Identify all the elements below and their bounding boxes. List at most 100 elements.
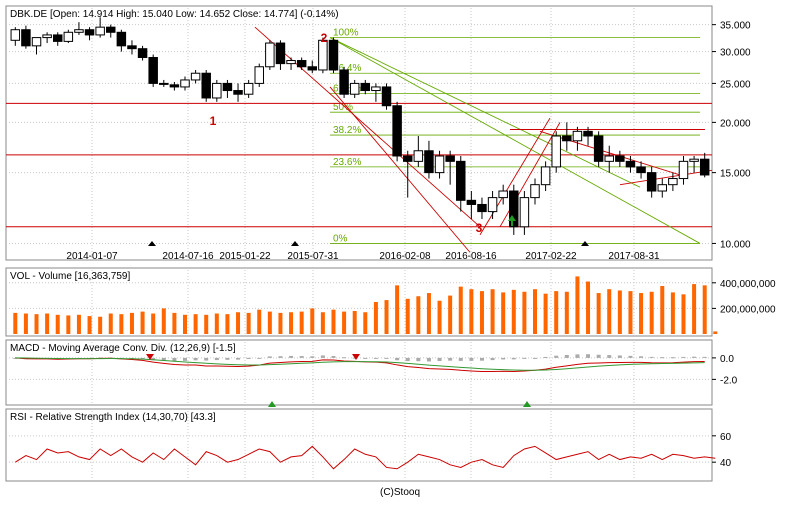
candle-body	[477, 203, 487, 213]
green-fan-line	[329, 37, 641, 188]
volume-bar	[426, 293, 431, 334]
volume-bar	[119, 314, 124, 334]
volume-bar	[564, 291, 569, 334]
macd-histogram-bar	[501, 357, 506, 360]
volume-bar	[713, 331, 718, 334]
volume-bar	[575, 276, 580, 334]
date-tick-label: 2017-02-22	[525, 251, 577, 262]
volume-bar	[373, 302, 378, 334]
volume-bar	[639, 293, 644, 334]
volume-tick-label: 200,000,000	[720, 304, 776, 315]
candle-body	[349, 82, 360, 95]
candle-body	[339, 69, 349, 95]
candle-body	[10, 29, 21, 41]
candle-body	[456, 160, 466, 201]
volume-bar	[161, 308, 166, 334]
candle-body	[360, 82, 371, 92]
candle-body	[593, 135, 604, 162]
candle-body	[243, 82, 254, 95]
date-tick-label: 2014-07-16	[162, 251, 214, 262]
volume-panel	[5, 267, 713, 337]
price-tick-label: 35.000	[720, 21, 751, 32]
macd-histogram-bar	[204, 357, 209, 361]
volume-bar	[479, 291, 484, 334]
volume-bar	[458, 286, 463, 334]
candle-body	[572, 130, 583, 142]
candle-body	[466, 199, 477, 205]
volume-bar	[45, 313, 50, 334]
volume-bar	[554, 291, 559, 334]
macd-histogram-bar	[257, 357, 262, 359]
candle-body	[551, 135, 561, 168]
volume-bar	[257, 309, 262, 334]
rsi-line	[15, 445, 716, 470]
macd-histogram-bar	[225, 357, 230, 360]
candle-body	[668, 178, 678, 186]
rsi-tick-label: 60	[720, 432, 732, 443]
macd-histogram-bar	[575, 354, 580, 358]
candle-body	[519, 197, 530, 228]
volume-bar	[596, 293, 601, 334]
volume-bar	[278, 312, 283, 334]
volume-bar	[363, 312, 368, 334]
volume-bar	[511, 289, 516, 334]
fib-label: 38.2%	[333, 125, 361, 136]
candle-body	[625, 160, 636, 168]
volume-bar	[533, 289, 537, 334]
candle-body	[296, 60, 307, 68]
date-tick-label: 2016-02-08	[379, 251, 431, 262]
macd-histogram-bar	[649, 356, 654, 358]
macd-histogram-bar	[299, 356, 304, 358]
date-tick-label: 2015-07-31	[287, 251, 339, 262]
candle-body	[413, 150, 424, 162]
volume-bar	[214, 313, 219, 334]
candle-body	[509, 190, 519, 228]
volume-bar	[129, 312, 134, 334]
fib-label: 76.4%	[333, 63, 361, 74]
volume-bar	[670, 292, 675, 334]
candle-body	[159, 82, 169, 85]
candle-body	[583, 130, 593, 137]
volume-bar	[76, 314, 81, 334]
candle-body	[604, 155, 614, 162]
volume-bar	[522, 291, 527, 334]
candle-body	[180, 79, 190, 88]
date-tick-label: 2017-08-31	[608, 251, 660, 262]
volume-bar	[437, 300, 442, 334]
date-tick-label: 2016-08-16	[445, 251, 497, 262]
macd-histogram-bar	[140, 357, 145, 360]
candle-body	[286, 60, 296, 65]
macd-tick-label: 0.0	[720, 354, 734, 365]
volume-bar	[140, 311, 145, 334]
down-channel-lower	[329, 86, 471, 253]
price-panel	[5, 5, 713, 261]
volume-bar	[320, 312, 325, 334]
candle-body	[148, 56, 158, 84]
macd-histogram-bar	[617, 355, 622, 358]
candle-body	[95, 26, 105, 36]
event-marker-icon	[581, 241, 589, 246]
buy-signal-icon	[523, 401, 531, 407]
macd-histogram-bar	[479, 357, 484, 361]
macd-histogram-bar	[681, 356, 686, 358]
macd-histogram-bar	[533, 357, 537, 359]
event-marker-icon	[148, 241, 156, 246]
volume-bar	[490, 289, 495, 334]
price-header: DBK.DE [Open: 14.914 High: 15.040 Low: 1…	[10, 9, 339, 20]
wave-label: 2	[321, 31, 328, 45]
candle-body	[63, 31, 74, 42]
volume-bar	[586, 281, 591, 334]
macd-panel	[5, 339, 713, 406]
macd-histogram-bar	[692, 356, 697, 358]
volume-bar	[299, 311, 304, 334]
price-tick-label: 15.000	[720, 169, 751, 180]
volume-bar	[34, 314, 39, 334]
wave-label: 3	[476, 221, 483, 235]
macd-histogram-bar	[586, 354, 591, 358]
volume-header: VOL - Volume [16,363,759]	[10, 271, 130, 282]
fib-label: 100%	[333, 28, 359, 39]
candle-body	[699, 158, 710, 176]
candle-body	[84, 29, 95, 36]
candle-body	[402, 155, 413, 162]
